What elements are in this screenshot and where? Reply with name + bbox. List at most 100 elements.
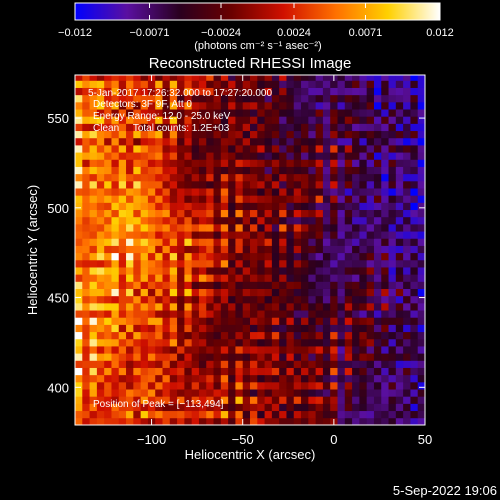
- heatmap-cell: [279, 116, 287, 124]
- heatmap-cell: [155, 374, 163, 383]
- heatmap-cell: [308, 381, 317, 390]
- heatmap-cell: [184, 145, 193, 153]
- heatmap-cell: [228, 87, 236, 96]
- heatmap-cell: [206, 216, 214, 225]
- heatmap-cell: [133, 238, 142, 246]
- heatmap-cell: [271, 338, 280, 347]
- heatmap-cell: [118, 381, 127, 390]
- heatmap-cell: [184, 317, 193, 325]
- heatmap-cell: [337, 123, 346, 132]
- heatmap-cell: [264, 281, 273, 289]
- heatmap-cell: [395, 403, 404, 412]
- heatmap-cell: [301, 216, 309, 225]
- heatmap-cell: [147, 116, 156, 124]
- heatmap-cell: [344, 346, 353, 354]
- heatmap-cell: [395, 245, 404, 254]
- heatmap-cell: [184, 403, 193, 412]
- heatmap-cell: [147, 338, 156, 347]
- heatmap-cell: [359, 87, 368, 96]
- heatmap-cell: [410, 173, 419, 182]
- heatmap-cell: [337, 231, 346, 239]
- heatmap-cell: [279, 302, 287, 311]
- heatmap-cell: [366, 195, 375, 203]
- heatmap-cell: [104, 116, 112, 124]
- heatmap-cell: [82, 338, 90, 347]
- heatmap-cell: [155, 381, 163, 390]
- heatmap-cell: [206, 231, 214, 239]
- heatmap-cell: [410, 317, 419, 325]
- heatmap-cell: [308, 417, 317, 425]
- heatmap-cell: [257, 231, 265, 239]
- heatmap-cell: [264, 295, 273, 304]
- heatmap-cell: [315, 94, 324, 103]
- heatmap-cell: [373, 173, 382, 182]
- heatmap-cell: [352, 152, 360, 160]
- heatmap-cell: [359, 288, 368, 297]
- heatmap-cell: [403, 310, 411, 318]
- heatmap-cell: [206, 302, 214, 311]
- heatmap-cell: [344, 324, 353, 333]
- heatmap-cell: [104, 267, 112, 275]
- heatmap-cell: [235, 281, 244, 289]
- heatmap-cell: [126, 317, 134, 325]
- heatmap-cell: [344, 209, 353, 218]
- heatmap-cell: [286, 209, 295, 218]
- heatmap-cell: [308, 202, 317, 211]
- heatmap-cell: [366, 331, 375, 340]
- heatmap-cell: [381, 152, 389, 160]
- heatmap-cell: [388, 87, 397, 96]
- heatmap-cell: [279, 381, 287, 390]
- heatmap-cell: [366, 302, 375, 311]
- heatmap-cell: [403, 202, 411, 211]
- heatmap-cell: [198, 338, 207, 347]
- heatmap-cell: [242, 360, 251, 368]
- heatmap-cell: [96, 274, 105, 282]
- heatmap-cell: [89, 116, 98, 124]
- heatmap-cell: [228, 152, 236, 160]
- heatmap-cell: [198, 317, 207, 325]
- heatmap-cell: [352, 396, 360, 404]
- heatmap-cell: [301, 209, 309, 218]
- heatmap-cell: [140, 302, 149, 311]
- heatmap-cell: [271, 295, 280, 304]
- heatmap-cell: [242, 94, 251, 103]
- heatmap-cell: [366, 346, 375, 354]
- heatmap-cell: [366, 231, 375, 239]
- heatmap-cell: [155, 367, 163, 376]
- heatmap-cell: [308, 188, 317, 196]
- heatmap-cell: [242, 231, 251, 239]
- heatmap-cell: [395, 188, 404, 196]
- heatmap-cell: [315, 288, 324, 297]
- heatmap-cell: [126, 353, 134, 361]
- heatmap-cell: [228, 367, 236, 376]
- heatmap-cell: [155, 130, 163, 139]
- heatmap-cell: [366, 245, 375, 254]
- heatmap-cell: [228, 324, 236, 333]
- heatmap-cell: [228, 137, 236, 146]
- heatmap-cell: [395, 137, 404, 146]
- heatmap-cell: [359, 267, 368, 275]
- heatmap-cell: [220, 267, 229, 275]
- heatmap-cell: [140, 317, 149, 325]
- heatmap-cell: [315, 302, 324, 311]
- heatmap-cell: [308, 274, 317, 282]
- heatmap-cell: [417, 317, 425, 325]
- heatmap-cell: [96, 223, 105, 232]
- heatmap-cell: [198, 403, 207, 412]
- heatmap-cell: [322, 188, 331, 196]
- heatmap-cell: [352, 166, 360, 175]
- heatmap-cell: [359, 116, 368, 124]
- heatmap-cell: [213, 152, 222, 160]
- heatmap-cell: [206, 109, 214, 117]
- heatmap-cell: [140, 324, 149, 333]
- heatmap-cell: [118, 159, 127, 167]
- heatmap-cell: [191, 145, 200, 153]
- heatmap-cell: [271, 389, 280, 397]
- heatmap-cell: [242, 295, 251, 304]
- heatmap-cell: [417, 396, 425, 404]
- heatmap-cell: [366, 80, 375, 88]
- heatmap-cell: [228, 360, 236, 368]
- heatmap-cell: [315, 173, 324, 182]
- heatmap-cell: [344, 403, 353, 412]
- heatmap-cell: [359, 310, 368, 318]
